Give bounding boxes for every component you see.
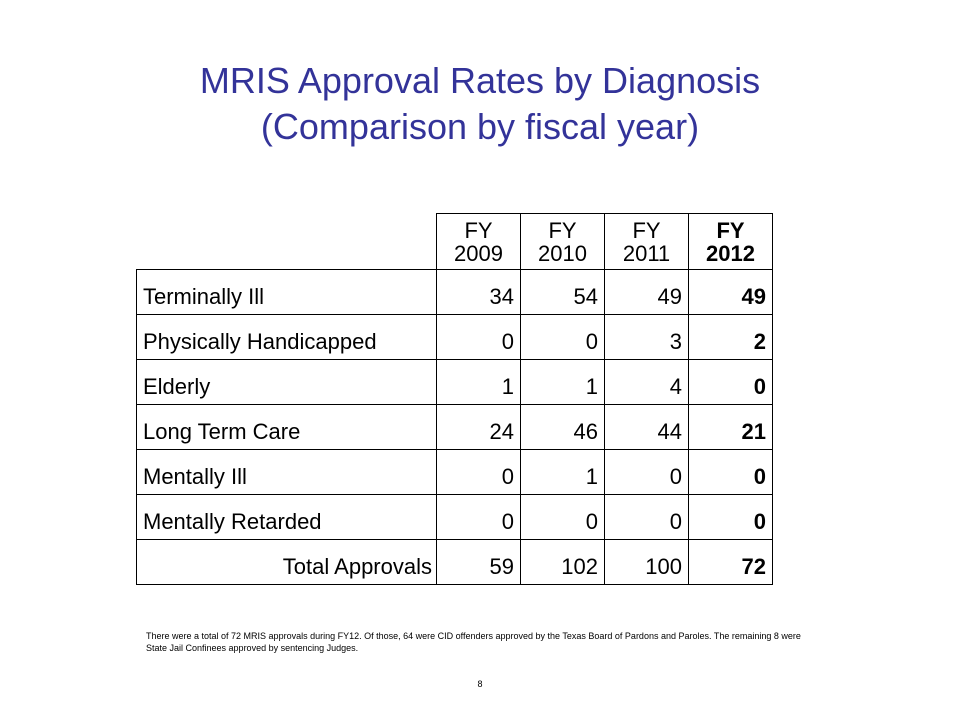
row-label: Physically Handicapped [136,314,437,360]
table-corner-cell [136,213,437,270]
total-value: 102 [520,539,605,585]
cell-value: 34 [436,269,521,315]
header-label: FY [464,217,493,243]
row-label: Long Term Care [136,404,437,450]
cell-value: 44 [604,404,689,450]
cell-value: 0 [520,494,605,540]
cell-value: 49 [688,269,773,315]
cell-value: 1 [520,359,605,405]
total-value: 59 [436,539,521,585]
cell-value: 1 [520,449,605,495]
row-label: Terminally Ill [136,269,437,315]
header-label: FY [548,217,577,243]
header-label: FY [716,217,745,243]
table-row: Long Term Care 24 46 44 21 [136,404,773,450]
cell-value: 24 [436,404,521,450]
row-label: Mentally Retarded [136,494,437,540]
header-label: FY [632,217,661,243]
header-fy2009: FY 2009 [436,213,521,270]
footnote: There were a total of 72 MRIS approvals … [146,631,801,653]
total-label: Total Approvals [136,539,437,585]
cell-value: 0 [604,494,689,540]
title-line-2: (Comparison by fiscal year) [260,106,700,147]
cell-value: 1 [436,359,521,405]
cell-value: 0 [688,449,773,495]
cell-value: 0 [520,314,605,360]
row-label: Elderly [136,359,437,405]
cell-value: 0 [436,449,521,495]
row-label: Mentally Ill [136,449,437,495]
cell-value: 46 [520,404,605,450]
table-total-row: Total Approvals 59 102 100 72 [136,539,773,585]
header-year: 2011 [622,240,671,266]
cell-value: 0 [688,494,773,540]
total-value: 72 [688,539,773,585]
table-row: Mentally Retarded 0 0 0 0 [136,494,773,540]
cell-value: 54 [520,269,605,315]
cell-value: 2 [688,314,773,360]
approval-table: FY 2009 FY 2010 FY 2011 FY 2012 Terminal… [136,213,773,585]
header-fy2011: FY 2011 [604,213,689,270]
page-title: MRIS Approval Rates by Diagnosis (Compar… [0,58,960,150]
table-row: Physically Handicapped 0 0 3 2 [136,314,773,360]
title-line-1: MRIS Approval Rates by Diagnosis [199,60,761,101]
cell-value: 49 [604,269,689,315]
table-row: Terminally Ill 34 54 49 49 [136,269,773,315]
header-year: 2012 [706,240,755,266]
table-header-row: FY 2009 FY 2010 FY 2011 FY 2012 [136,213,773,270]
header-year: 2010 [538,240,587,266]
cell-value: 0 [688,359,773,405]
header-fy2010: FY 2010 [520,213,605,270]
cell-value: 0 [436,494,521,540]
cell-value: 0 [436,314,521,360]
page-number: 8 [477,679,483,689]
total-value: 100 [604,539,689,585]
cell-value: 21 [688,404,773,450]
header-fy2012: FY 2012 [688,213,773,270]
cell-value: 0 [604,449,689,495]
cell-value: 3 [604,314,689,360]
cell-value: 4 [604,359,689,405]
header-year: 2009 [454,240,503,266]
table-row: Elderly 1 1 4 0 [136,359,773,405]
table-row: Mentally Ill 0 1 0 0 [136,449,773,495]
